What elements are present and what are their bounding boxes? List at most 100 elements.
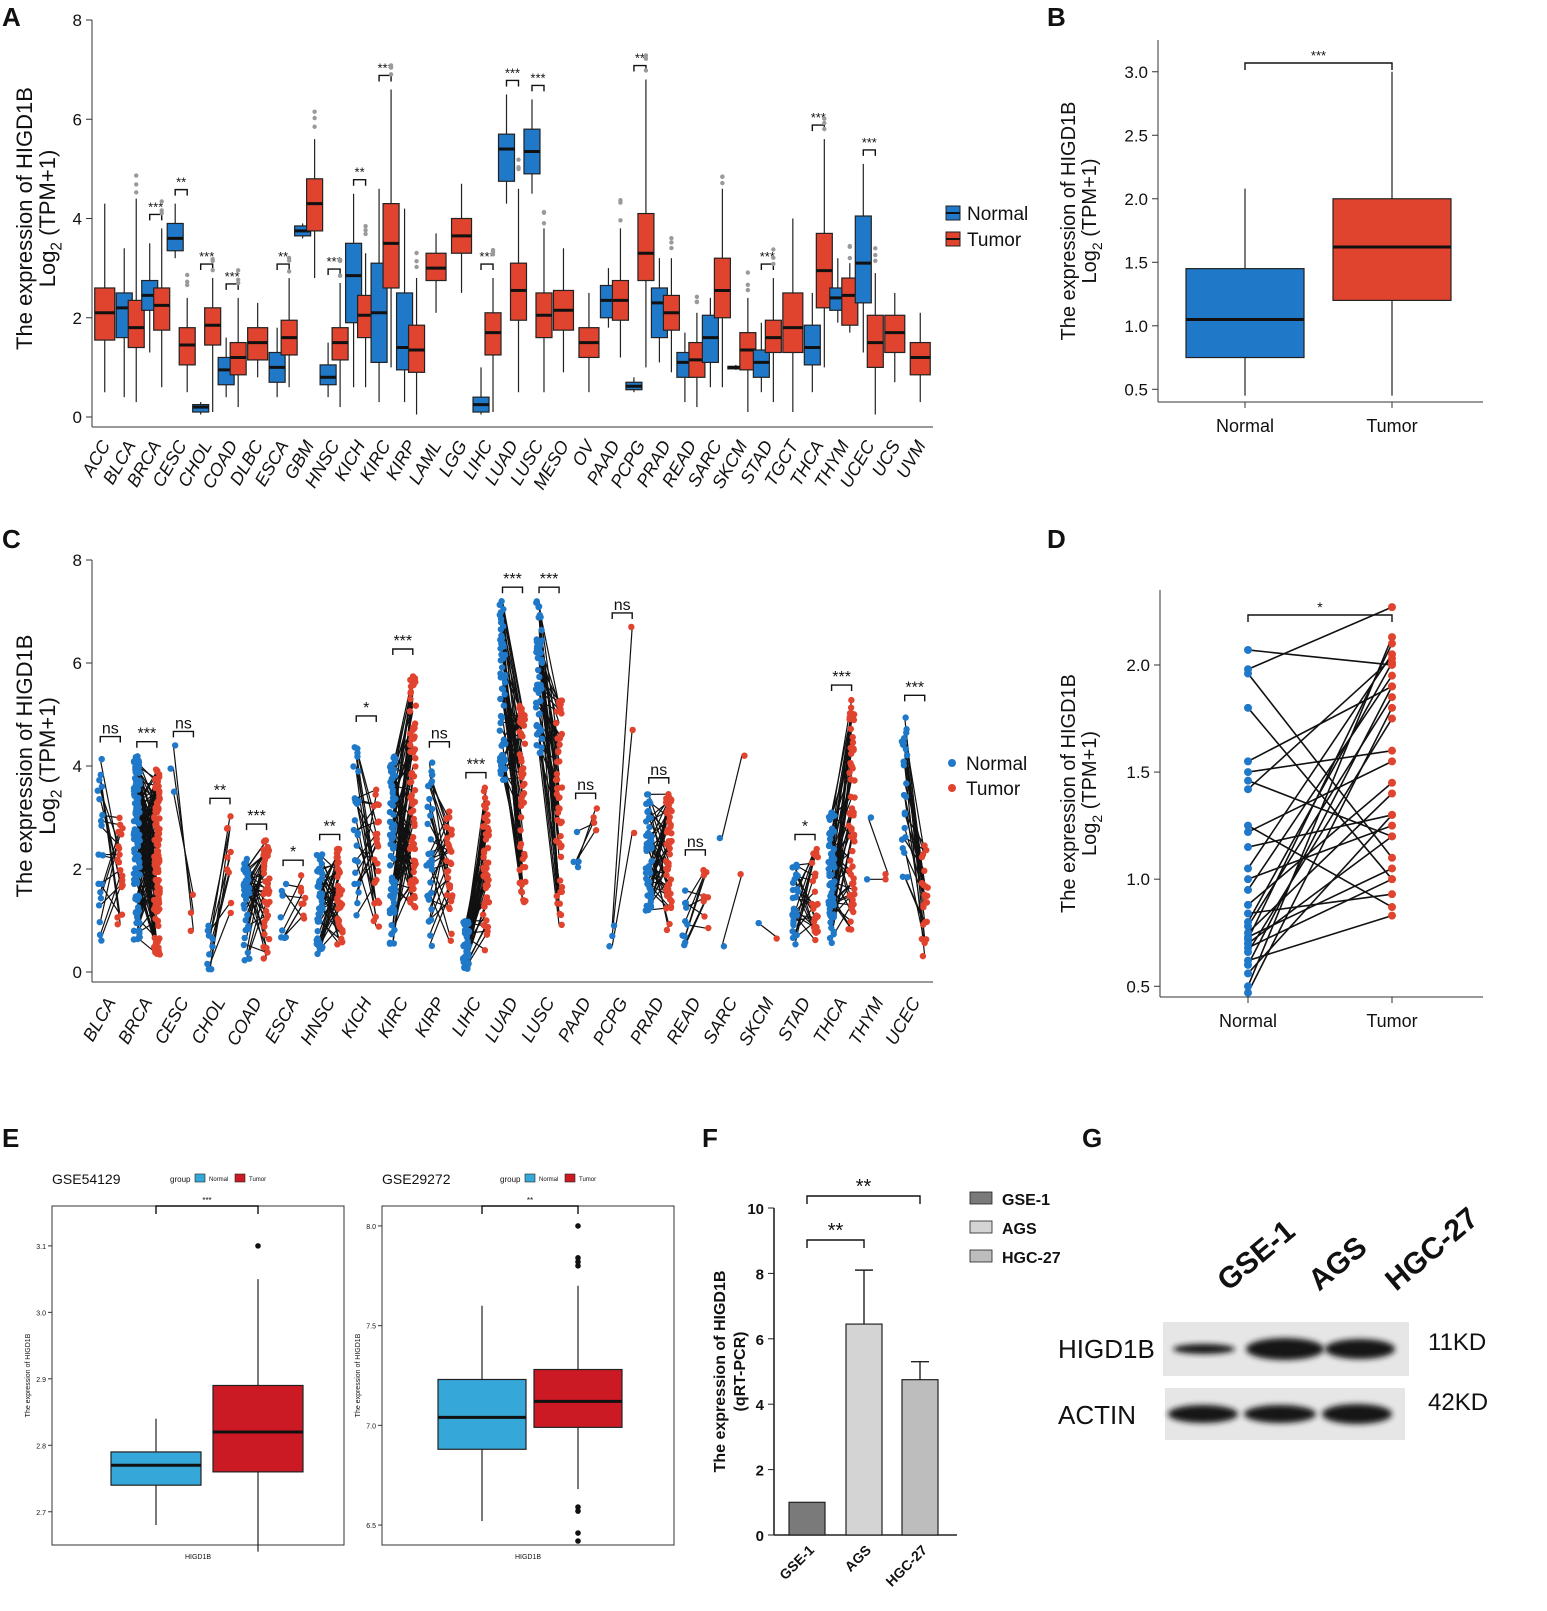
x-tick-label: LUAD — [481, 994, 522, 1046]
point-tumor — [590, 819, 598, 826]
point-tumor — [1388, 832, 1396, 841]
significance-bracket — [794, 833, 816, 841]
point-tumor — [882, 870, 889, 878]
point-normal — [429, 759, 436, 766]
point-tumor — [1388, 789, 1396, 798]
point-tumor — [371, 879, 378, 886]
panel-b: B 0.5 1.0 1.5 2.0 2.5 3.0 The expression of HIG… — [1047, 2, 1483, 436]
significance-bracket — [209, 797, 231, 805]
legend-normal-label: Normal — [966, 754, 1027, 775]
point-normal — [682, 918, 689, 925]
outlier-point — [541, 221, 547, 226]
point-normal — [789, 928, 796, 935]
y-tick-label: 2.0 — [1124, 190, 1148, 209]
significance-label: *** — [148, 199, 163, 214]
point-normal — [318, 851, 326, 858]
pair-line — [684, 899, 706, 943]
significance-bracket — [760, 263, 775, 271]
box-tumor — [535, 228, 553, 393]
point-normal — [536, 611, 543, 619]
box-tumor — [533, 1285, 623, 1490]
point-normal — [498, 685, 506, 692]
point-tumor — [557, 853, 565, 861]
point-tumor — [667, 904, 675, 912]
point-normal — [316, 890, 324, 897]
box-normal — [803, 292, 821, 393]
point-tumor — [187, 909, 195, 916]
significance-label: *** — [505, 65, 520, 80]
point-tumor — [406, 779, 414, 786]
outlier-point — [822, 120, 827, 126]
point-tumor — [521, 740, 529, 747]
point-normal — [610, 922, 618, 929]
box-tumor — [815, 139, 833, 368]
point-tumor — [849, 739, 857, 746]
point-tumor — [154, 767, 161, 775]
point-tumor — [847, 793, 855, 801]
point-normal — [644, 791, 652, 798]
point-tumor — [1388, 650, 1396, 659]
point-normal — [643, 875, 650, 883]
box-tumor — [662, 258, 681, 373]
point-tumor — [558, 921, 565, 929]
sig-kich: * — [355, 700, 377, 722]
point-normal — [352, 869, 359, 876]
point-normal — [428, 768, 435, 775]
point-tumor — [1388, 757, 1396, 766]
bar-gse-1 — [788, 1501, 826, 1536]
point-tumor — [850, 833, 857, 841]
point-tumor — [406, 845, 414, 853]
y-tick-label: 3.1 — [36, 1244, 46, 1251]
outlier-point — [159, 208, 164, 213]
sig-cesc: ** — [174, 175, 188, 196]
point-tumor — [516, 866, 523, 874]
x-tick-label: UCEC — [881, 993, 924, 1048]
pair-line — [684, 902, 706, 917]
significance-bracket — [245, 823, 268, 831]
point-tumor — [557, 706, 564, 713]
point-normal — [534, 666, 542, 674]
point-tumor — [847, 704, 855, 711]
point-normal — [644, 808, 651, 816]
point-tumor — [480, 787, 488, 795]
point-tumor — [261, 857, 268, 864]
sig-brca: *** — [148, 199, 163, 221]
outlier-point — [388, 65, 394, 70]
legend-swatch-ags — [969, 1220, 993, 1234]
point-tumor — [808, 859, 816, 867]
point-normal — [496, 611, 503, 619]
pair-line — [355, 756, 377, 904]
box-tumor — [450, 183, 473, 293]
outlier-point — [669, 240, 674, 245]
point-tumor — [918, 879, 926, 887]
box-tumor — [884, 292, 906, 383]
point-normal — [538, 656, 545, 663]
point-normal — [570, 858, 577, 866]
outlier-point — [184, 279, 190, 284]
box-normal — [166, 203, 184, 259]
molecular-weight-label: 42KD — [1428, 1389, 1488, 1416]
pair-line — [794, 852, 816, 892]
outlier-point — [575, 1530, 581, 1536]
group-thca: ***THCA — [809, 669, 858, 1046]
label-log: Log — [1079, 823, 1101, 856]
significance-bracket — [538, 586, 560, 594]
point-normal — [241, 860, 248, 867]
point-normal — [240, 865, 248, 873]
pair-line — [355, 766, 377, 883]
point-normal — [1244, 982, 1252, 991]
point-tumor — [921, 939, 928, 947]
sig-kirc: *** — [392, 633, 414, 655]
point-normal — [679, 932, 686, 939]
x-tick-label: Tumor — [1366, 416, 1417, 436]
point-tumor — [373, 786, 380, 793]
point-tumor — [150, 943, 158, 951]
point-tumor — [1388, 890, 1396, 899]
pair-line — [355, 839, 377, 874]
y-tick-label: 6.5 — [366, 1523, 376, 1530]
box-tumor — [127, 198, 145, 403]
significance-label: *** — [862, 135, 877, 150]
point-tumor — [119, 825, 126, 832]
point-normal — [134, 904, 142, 911]
point-tumor — [375, 867, 382, 875]
